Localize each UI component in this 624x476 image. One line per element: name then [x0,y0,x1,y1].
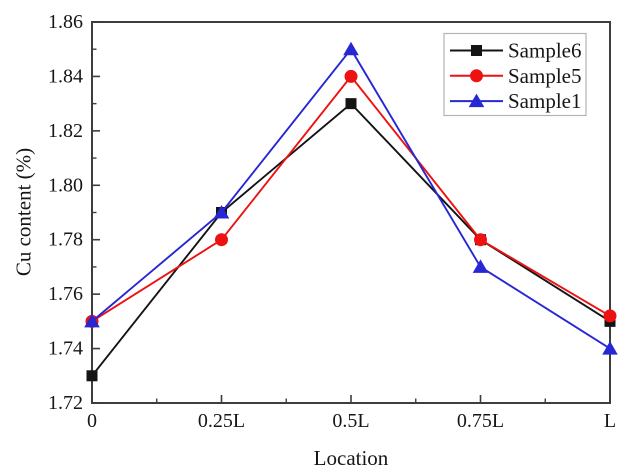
legend-box [443,32,587,117]
data-point-marker-sample1 [84,313,100,328]
x-tick-label: 0 [87,410,97,432]
y-tick-label: 1.78 [48,229,83,251]
x-axis-ticks: 0 0.25L 0.5L 0.75L L [87,395,616,432]
legend-label: Sample1 [508,89,582,113]
data-point-marker-sample5 [344,69,358,83]
data-point-marker-sample5 [474,233,487,247]
data-point-marker-sample1 [472,259,489,273]
legend-label: Sample5 [508,64,582,88]
series-sample1 [84,41,618,355]
data-point-marker-sample5 [603,309,617,323]
y-tick-label: 1.74 [48,338,83,360]
y-axis-ticks: 1.72 1.74 1.76 1.78 1.80 1.82 1.84 1.86 [48,11,100,414]
x-tick-label: L [604,410,616,432]
y-tick-label: 1.72 [48,392,83,414]
legend-item-sample1: Sample1 [450,89,582,113]
data-point-marker-sample1 [343,41,359,56]
data-point-marker-sample5 [215,233,228,247]
y-tick-label: 1.86 [48,11,83,33]
data-point-marker-sample6 [345,98,357,110]
legend-item-sample6: Sample6 [450,39,582,63]
x-tick-label: 0.25L [198,410,245,432]
y-tick-label: 1.84 [48,65,83,87]
legend-label: Sample6 [508,39,582,63]
series-sample5 [85,69,617,328]
y-tick-label: 1.82 [48,120,83,142]
data-point-marker-sample6 [86,370,98,382]
y-tick-label: 1.76 [48,283,83,305]
legend-item-sample5: Sample5 [450,64,582,88]
square-icon [471,45,482,56]
y-tick-label: 1.80 [48,174,83,196]
circle-icon [470,69,483,83]
y-axis-title: Cu content (%) [11,147,36,277]
data-point-marker-sample1 [602,341,618,355]
x-axis-title: Location [313,446,389,470]
triangle-icon [468,93,485,108]
x-tick-label: 0.5L [332,410,369,432]
data-point-marker-sample1 [213,205,230,219]
x-tick-label: 0.75L [457,410,504,432]
